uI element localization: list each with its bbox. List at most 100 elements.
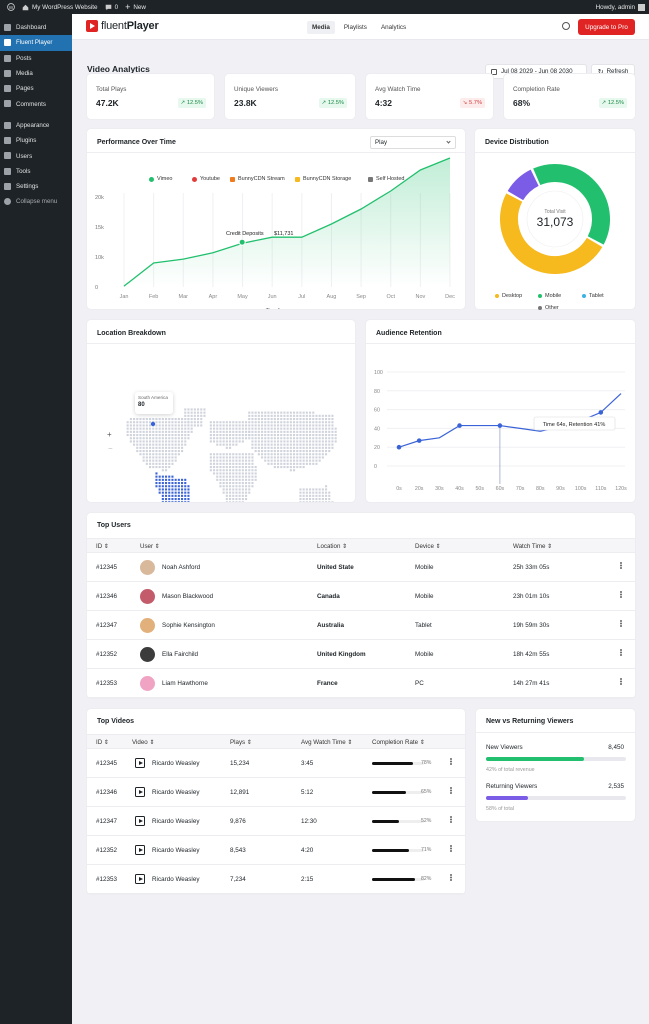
x-tick-label: 60s xyxy=(496,486,505,492)
returning-viewers-caption: 58% of total xyxy=(486,806,514,812)
map-dot xyxy=(126,421,129,424)
sidebar-item-plugins[interactable]: Plugins xyxy=(0,133,72,148)
brand-logo[interactable]: fluentPlayer xyxy=(86,20,159,32)
new-content-link[interactable]: + New xyxy=(125,2,146,12)
sidebar-item-tools[interactable]: Tools xyxy=(0,164,72,179)
map-dot xyxy=(216,440,219,443)
map-dot xyxy=(315,446,318,449)
legend-item[interactable]: Tablet xyxy=(582,293,604,299)
map-dot xyxy=(283,462,286,465)
more-options-icon[interactable] xyxy=(450,787,452,789)
retention-point xyxy=(497,423,503,428)
stat-card-unique-viewers: Unique Viewers 23.8K ↗ 12.5% xyxy=(225,74,355,119)
world-map[interactable] xyxy=(87,320,355,502)
table-row[interactable]: #12345 Noah Ashford United State Mobile … xyxy=(87,553,635,582)
map-region-asia xyxy=(248,411,337,472)
zoom-in-button[interactable]: + xyxy=(107,430,112,439)
map-dot xyxy=(241,466,244,469)
more-options-icon[interactable] xyxy=(620,620,622,622)
more-options-icon[interactable] xyxy=(450,845,452,847)
sidebar-item-comments[interactable]: Comments xyxy=(0,96,72,111)
column-header-id[interactable]: ID ⇕ xyxy=(96,739,110,746)
column-header-completion-rate[interactable]: Completion Rate ⇕ xyxy=(372,739,425,746)
sidebar-item-media[interactable]: Media xyxy=(0,66,72,81)
comments-link[interactable]: 0 xyxy=(105,4,118,11)
legend-item[interactable]: BunnyCDN Stream xyxy=(230,176,285,182)
table-row[interactable]: #12345 Ricardo Weasley 15,234 3:45 78% xyxy=(87,749,465,778)
account-menu[interactable]: Howdy, admin xyxy=(596,3,645,11)
map-dot xyxy=(257,434,260,437)
stat-card-completion-rate: Completion Rate 68% ↗ 12.5% xyxy=(504,74,635,119)
map-dot xyxy=(177,427,180,430)
legend-item[interactable]: BunnyCDN Storage xyxy=(295,176,351,182)
collapse-menu-button[interactable]: Collapse menu xyxy=(0,194,72,209)
zoom-out-button[interactable]: − xyxy=(108,444,113,453)
table-row[interactable]: #12347 Sophie Kensington Australia Table… xyxy=(87,611,635,640)
table-row[interactable]: #12347 Ricardo Weasley 9,876 12:30 52% xyxy=(87,807,465,836)
map-dot xyxy=(248,421,251,424)
map-dot xyxy=(238,430,241,433)
table-row[interactable]: #12346 Ricardo Weasley 12,891 5:12 65% xyxy=(87,778,465,807)
legend-item[interactable]: Mobile xyxy=(538,293,561,299)
more-options-icon[interactable] xyxy=(450,758,452,760)
sidebar-item-settings[interactable]: Settings xyxy=(0,179,72,194)
more-options-icon[interactable] xyxy=(620,591,622,593)
map-dot xyxy=(309,427,312,430)
table-row[interactable]: #12352 Ella Fairchild United Kingdom Mob… xyxy=(87,640,635,669)
metric-select[interactable]: Play xyxy=(370,136,456,149)
map-dot xyxy=(139,418,142,421)
sidebar-item-dashboard[interactable]: Dashboard xyxy=(0,20,72,35)
column-header-video[interactable]: Video ⇕ xyxy=(132,739,155,746)
legend-item[interactable]: Youtube xyxy=(192,176,220,182)
tab-media[interactable]: Media xyxy=(307,21,335,34)
sidebar-item-fluent-player[interactable]: Fluent Player xyxy=(0,35,72,51)
legend-item[interactable]: Vimeo xyxy=(149,176,173,182)
sidebar-item-pages[interactable]: Pages xyxy=(0,81,72,96)
map-dot xyxy=(165,501,168,502)
column-header-user[interactable]: User ⇕ xyxy=(140,543,160,550)
column-header-watch-time[interactable]: Watch Time ⇕ xyxy=(513,543,553,550)
column-header-avg-watch-time[interactable]: Avg Watch Time ⇕ xyxy=(301,739,353,746)
tab-analytics[interactable]: Analytics xyxy=(380,24,407,31)
table-row[interactable]: #12353 Ricardo Weasley 7,234 2:15 82% xyxy=(87,865,465,894)
more-options-icon[interactable] xyxy=(620,562,622,564)
map-dot xyxy=(267,462,270,465)
map-dot xyxy=(142,434,145,437)
map-dot xyxy=(245,482,248,485)
x-tick-label: Jun xyxy=(268,294,277,300)
table-row[interactable]: #12346 Mason Blackwood Canada Mobile 23h… xyxy=(87,582,635,611)
map-dot xyxy=(312,418,315,421)
site-name-link[interactable]: My WordPress Website xyxy=(32,3,98,11)
map-dot xyxy=(315,498,318,501)
column-header-id[interactable]: ID ⇕ xyxy=(96,543,110,550)
map-dot xyxy=(299,443,302,446)
column-header-plays[interactable]: Plays ⇕ xyxy=(230,739,253,746)
wordpress-logo-icon[interactable]: W xyxy=(7,3,15,11)
map-dot xyxy=(171,482,174,485)
map-dot xyxy=(174,450,177,453)
more-options-icon[interactable] xyxy=(620,649,622,651)
gear-icon[interactable] xyxy=(562,22,570,30)
more-options-icon[interactable] xyxy=(620,678,622,680)
map-dot xyxy=(280,411,283,414)
map-dot xyxy=(174,418,177,421)
column-header-device[interactable]: Device ⇕ xyxy=(415,543,441,550)
upgrade-button[interactable]: Upgrade to Pro xyxy=(578,19,635,35)
more-options-icon[interactable] xyxy=(450,816,452,818)
legend-item[interactable]: Self Hosted xyxy=(368,176,404,182)
sidebar-item-users[interactable]: Users xyxy=(0,148,72,163)
column-header-location[interactable]: Location ⇕ xyxy=(317,543,348,550)
svg-text:W: W xyxy=(9,5,14,11)
legend-item[interactable]: Desktop xyxy=(495,293,522,299)
table-row[interactable]: #12352 Ricardo Weasley 8,543 4:20 71% xyxy=(87,836,465,865)
map-dot xyxy=(161,421,164,424)
home-icon[interactable]: My WordPress Website xyxy=(22,4,98,11)
tab-playlists[interactable]: Playlists xyxy=(343,24,367,31)
more-options-icon[interactable] xyxy=(450,874,452,876)
table-row[interactable]: #12353 Liam Hawthorne France PC 14h 27m … xyxy=(87,669,635,698)
legend-item[interactable]: Other xyxy=(538,305,559,311)
map-dot xyxy=(155,450,158,453)
sidebar-item-appearance[interactable]: Appearance xyxy=(0,118,72,133)
map-dot xyxy=(277,462,280,465)
sidebar-item-posts[interactable]: Posts xyxy=(0,51,72,66)
